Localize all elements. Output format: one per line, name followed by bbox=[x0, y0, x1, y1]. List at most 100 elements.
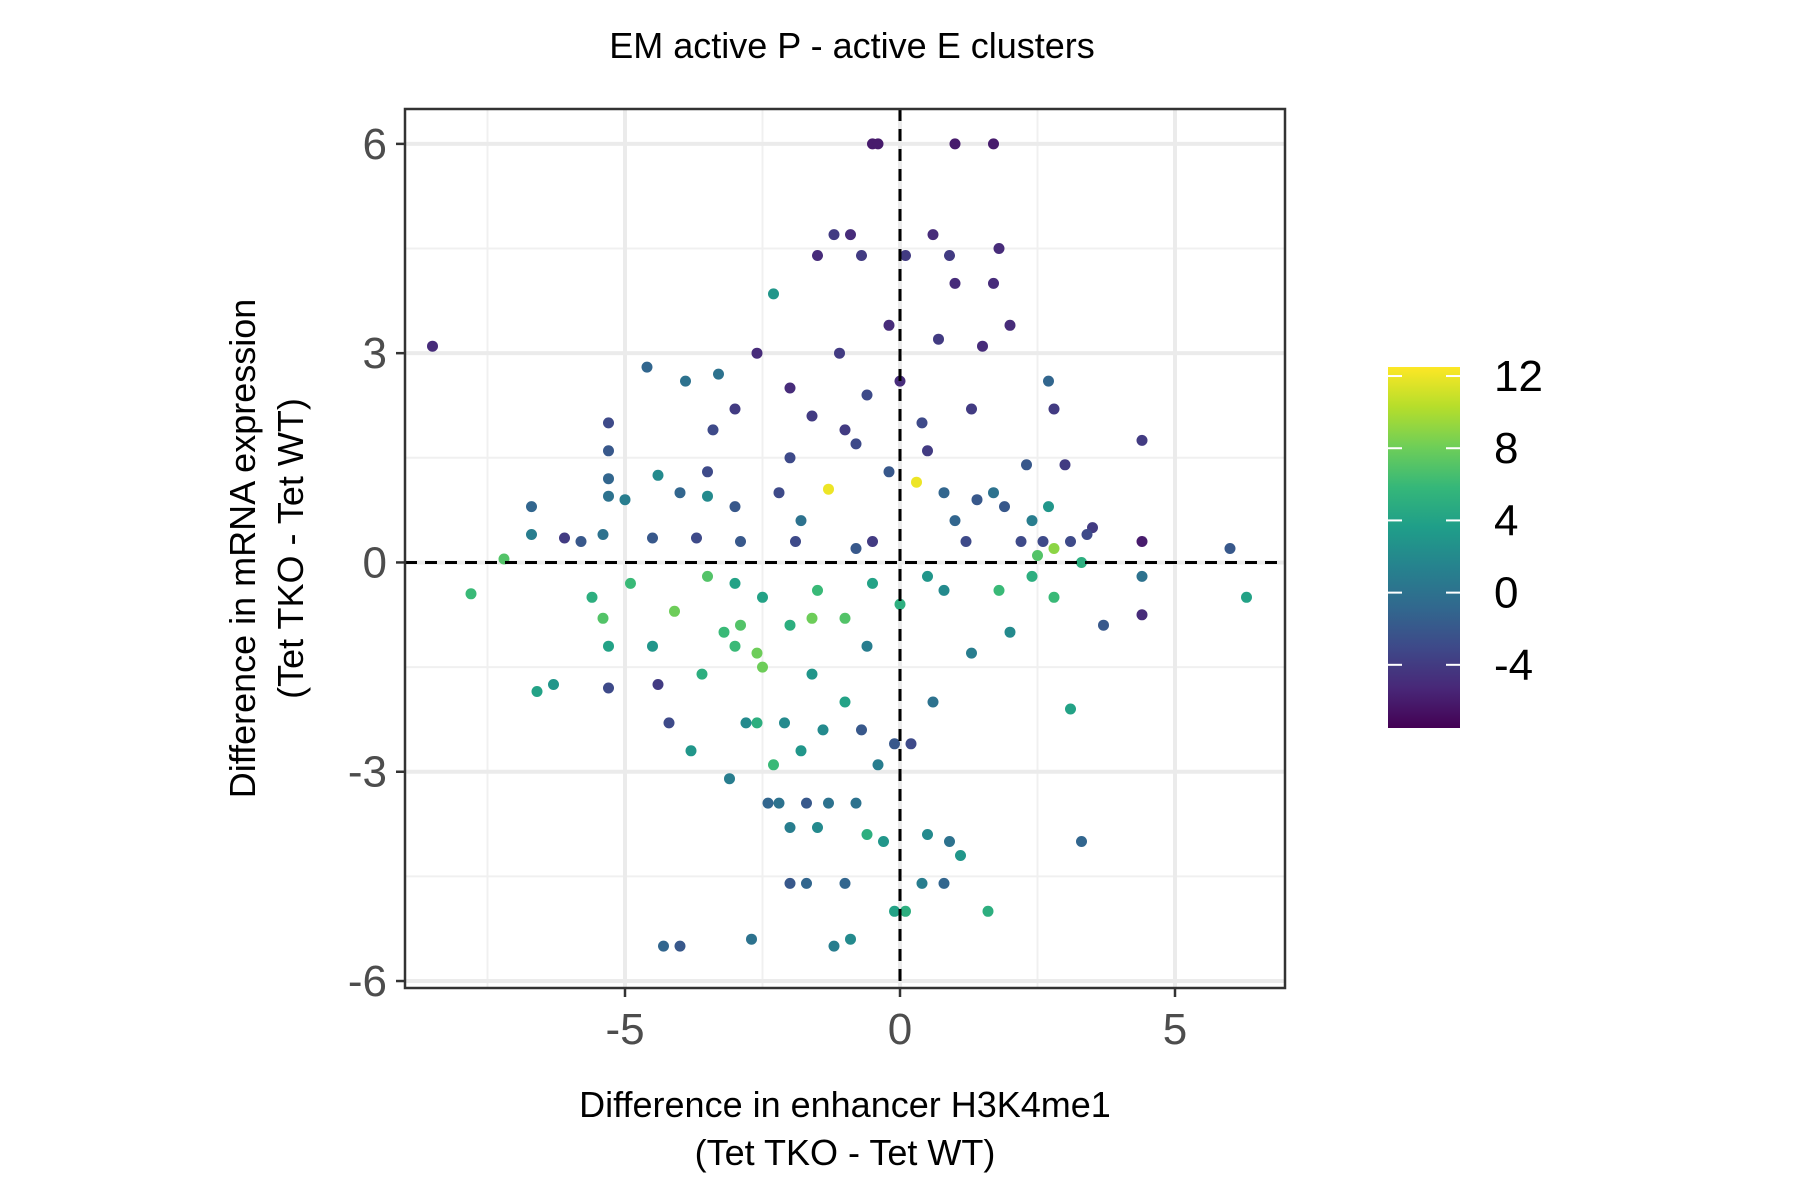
data-point bbox=[894, 375, 906, 387]
data-point bbox=[702, 570, 713, 582]
data-point bbox=[685, 745, 697, 757]
data-point bbox=[762, 797, 774, 809]
y-axis-title-line: (Tet TKO - Tet WT) bbox=[270, 398, 311, 699]
data-point bbox=[905, 738, 917, 750]
data-point bbox=[927, 229, 939, 241]
data-point bbox=[900, 905, 911, 917]
data-point bbox=[735, 619, 746, 631]
data-point bbox=[531, 686, 543, 697]
data-point bbox=[784, 452, 796, 464]
data-point bbox=[784, 382, 796, 394]
data-point bbox=[784, 619, 796, 631]
data-point bbox=[559, 532, 570, 544]
data-point bbox=[850, 438, 862, 450]
data-point bbox=[922, 445, 933, 457]
colorbar-label: 8 bbox=[1494, 424, 1518, 473]
data-points bbox=[427, 138, 1252, 952]
colorbar-label: -4 bbox=[1494, 641, 1533, 690]
data-point bbox=[850, 543, 862, 554]
data-point bbox=[548, 679, 559, 690]
data-point bbox=[1037, 536, 1049, 547]
data-point bbox=[839, 877, 851, 889]
chart-title: EM active P - active E clusters bbox=[609, 25, 1095, 66]
data-point bbox=[955, 850, 966, 861]
data-point bbox=[751, 647, 763, 659]
x-axis-title-line: Difference in enhancer H3K4me1 bbox=[579, 1084, 1111, 1125]
plot-background bbox=[405, 109, 1285, 988]
data-point bbox=[751, 717, 763, 729]
data-point bbox=[823, 797, 834, 809]
colorbar-label: 0 bbox=[1494, 569, 1518, 618]
data-point bbox=[652, 469, 664, 481]
data-point bbox=[938, 584, 950, 596]
data-point bbox=[1021, 459, 1032, 471]
data-point bbox=[900, 250, 911, 261]
data-point bbox=[586, 591, 598, 603]
data-point bbox=[1224, 543, 1236, 554]
data-point bbox=[1076, 557, 1087, 568]
data-point bbox=[1043, 375, 1054, 387]
data-point bbox=[674, 940, 686, 952]
data-point bbox=[1059, 459, 1071, 471]
colorbar bbox=[1388, 367, 1460, 728]
data-point bbox=[603, 490, 614, 502]
y-tick-label: -3 bbox=[348, 748, 387, 797]
data-point bbox=[971, 494, 983, 506]
data-point bbox=[1241, 591, 1252, 603]
data-point bbox=[828, 940, 840, 952]
data-point bbox=[773, 797, 785, 809]
data-point bbox=[845, 933, 856, 945]
data-point bbox=[944, 250, 955, 261]
x-axis-title-line: (Tet TKO - Tet WT) bbox=[695, 1132, 996, 1173]
data-point bbox=[988, 277, 999, 289]
data-point bbox=[856, 724, 867, 736]
data-point bbox=[1004, 626, 1016, 638]
data-point bbox=[801, 797, 812, 809]
data-point bbox=[861, 640, 873, 652]
y-tick-label: 3 bbox=[363, 329, 387, 378]
data-point bbox=[597, 529, 609, 540]
data-point bbox=[867, 577, 878, 589]
data-point bbox=[1136, 536, 1148, 547]
data-point bbox=[1043, 501, 1054, 513]
data-point bbox=[993, 584, 1005, 596]
data-point bbox=[977, 340, 988, 352]
data-point bbox=[867, 536, 878, 547]
data-point bbox=[619, 494, 631, 506]
data-point bbox=[691, 532, 702, 544]
data-point bbox=[916, 417, 928, 429]
data-point bbox=[751, 347, 763, 359]
data-point bbox=[757, 591, 768, 603]
data-point bbox=[746, 933, 757, 945]
data-point bbox=[696, 668, 708, 680]
data-point bbox=[702, 466, 713, 478]
data-point bbox=[812, 822, 823, 833]
data-point bbox=[526, 501, 537, 513]
data-point bbox=[652, 679, 664, 690]
y-tick-label: -6 bbox=[348, 957, 387, 1006]
data-point bbox=[768, 759, 779, 771]
data-point bbox=[603, 473, 614, 485]
data-point bbox=[938, 877, 950, 889]
data-point bbox=[603, 682, 614, 694]
data-point bbox=[982, 905, 994, 917]
data-point bbox=[1026, 570, 1038, 582]
data-point bbox=[625, 577, 636, 589]
data-point bbox=[922, 829, 933, 840]
data-point bbox=[735, 536, 746, 547]
data-point bbox=[779, 717, 790, 729]
data-point bbox=[861, 829, 873, 840]
data-point bbox=[949, 515, 961, 527]
data-point bbox=[663, 717, 675, 729]
x-axis-title: Difference in enhancer H3K4me1 (Tet TKO -… bbox=[579, 1084, 1111, 1173]
data-point bbox=[949, 138, 961, 150]
data-point bbox=[894, 598, 906, 610]
y-axis-title-line: Difference in mRNA expression bbox=[222, 299, 263, 799]
plot-panel: -5 0 5 -6 -3 0 3 6 bbox=[348, 107, 1287, 1054]
data-point bbox=[988, 138, 999, 150]
data-point bbox=[966, 647, 977, 659]
data-point bbox=[658, 940, 669, 952]
data-point bbox=[889, 738, 900, 750]
colorbar-label: 12 bbox=[1494, 352, 1543, 401]
data-point bbox=[806, 668, 818, 680]
